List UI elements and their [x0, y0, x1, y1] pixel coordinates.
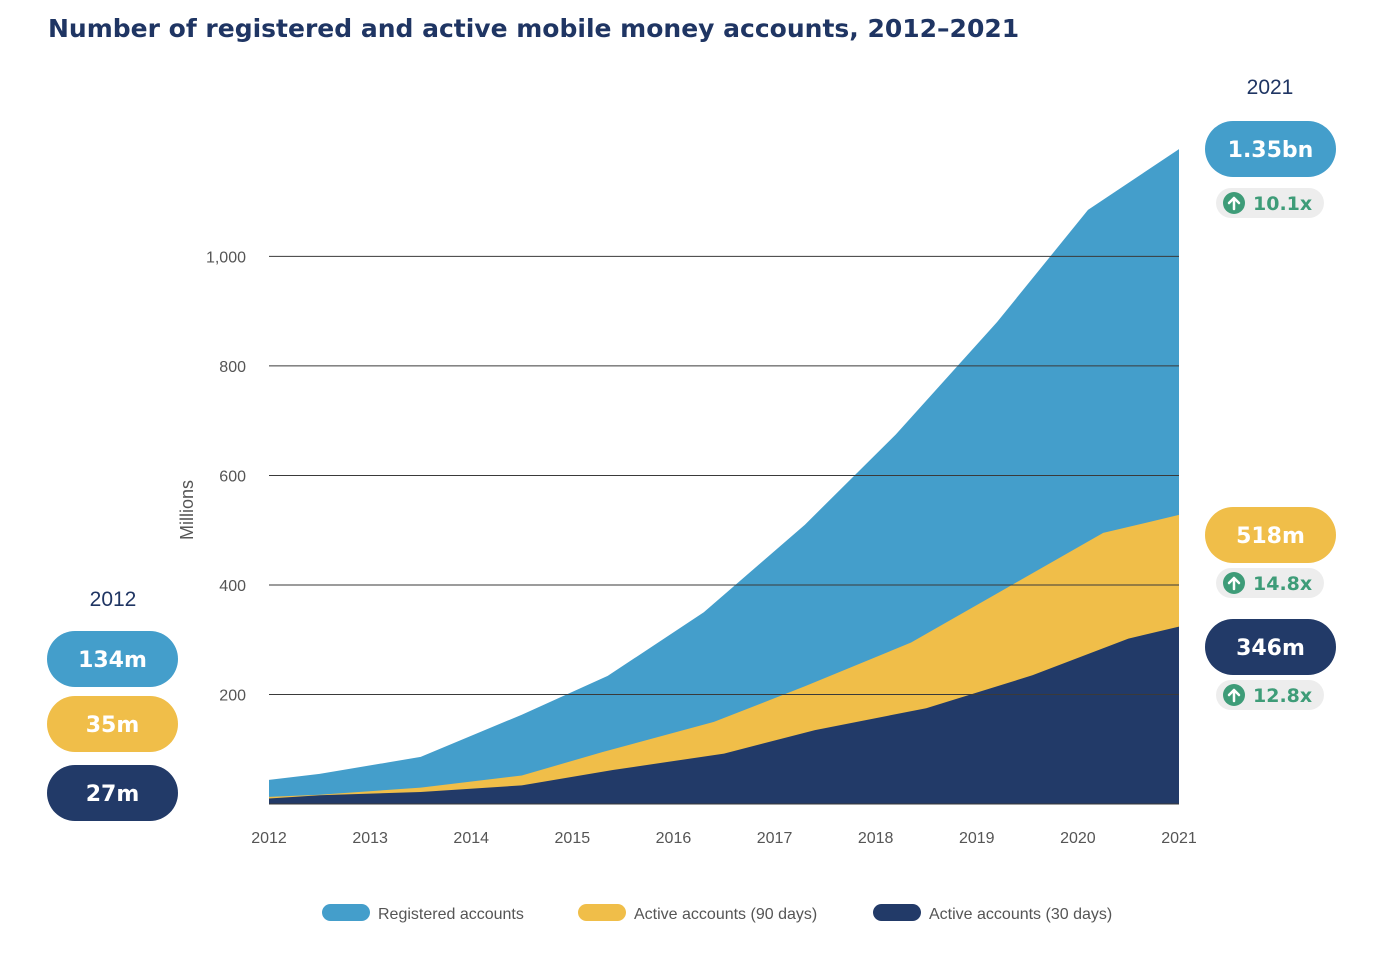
y-tick-label: 600: [219, 468, 246, 485]
x-tick-label: 2021: [1161, 830, 1197, 847]
arrow-up-glyph: [1227, 196, 1241, 211]
start-value-label: 27m: [86, 782, 140, 807]
x-tick-label: 2013: [352, 830, 388, 847]
start-value-label: 35m: [86, 713, 140, 738]
start-value-pill: [47, 631, 178, 687]
end-value-pill: [1205, 121, 1336, 177]
y-axis-label: Millions: [177, 480, 197, 540]
arrow-up-glyph: [1227, 576, 1241, 591]
start-annotations: 2012 134m 35m 27m: [47, 588, 178, 821]
end-value-label: 518m: [1236, 524, 1305, 549]
end-annotations: 2021 1.35bn 10.1x 518m 14.8x 346m 12.8x: [1205, 76, 1336, 710]
arrow-up-glyph: [1227, 688, 1241, 703]
legend-swatch: [578, 904, 626, 921]
growth-badge: [1216, 188, 1324, 218]
legend: Registered accounts Active accounts (90 d…: [322, 904, 1112, 923]
x-tick-label: 2020: [1060, 830, 1096, 847]
y-tick-label: 800: [219, 359, 246, 376]
x-tick-label: 2015: [555, 830, 591, 847]
chart-title: Number of registered and active mobile m…: [48, 14, 1019, 43]
area-series-group: [269, 149, 1179, 805]
growth-badge: [1216, 568, 1324, 598]
x-tick-label: 2017: [757, 830, 793, 847]
end-value-label: 1.35bn: [1228, 138, 1314, 163]
end-value-label: 346m: [1236, 636, 1305, 661]
x-tick-label: 2012: [251, 830, 287, 847]
x-tick-label: 2016: [656, 830, 692, 847]
legend-swatch: [873, 904, 921, 921]
legend-label: Registered accounts: [378, 906, 524, 923]
start-value-pill: [47, 696, 178, 752]
end-value-pill: [1205, 507, 1336, 563]
legend-label: Active accounts (30 days): [929, 906, 1112, 923]
growth-label: 10.1x: [1253, 193, 1312, 215]
gridlines: [269, 255, 1179, 695]
x-tick-label: 2014: [453, 830, 489, 847]
x-tick-label: 2019: [959, 830, 995, 847]
start-value-label: 134m: [78, 648, 147, 673]
end-year-label: 2021: [1247, 76, 1294, 99]
start-year-label: 2012: [90, 588, 137, 611]
legend-swatch: [322, 904, 370, 921]
x-axis-ticks: 2012 2013 2014 2015 2016 2017 2018 2019 2020 2021: [251, 830, 1197, 847]
x-tick-label: 2018: [858, 830, 894, 847]
y-tick-label: 400: [219, 578, 246, 595]
y-tick-label: 1,000: [206, 249, 246, 266]
start-value-pill: [47, 765, 178, 821]
growth-label: 14.8x: [1253, 573, 1312, 595]
y-tick-label: 200: [219, 687, 246, 704]
area-series-2: [269, 626, 1179, 804]
end-value-pill: [1205, 619, 1336, 675]
growth-label: 12.8x: [1253, 685, 1312, 707]
y-axis-ticks: 200 400 600 800 1,000: [206, 249, 246, 704]
growth-badge: [1216, 680, 1324, 710]
legend-label: Active accounts (90 days): [634, 906, 817, 923]
